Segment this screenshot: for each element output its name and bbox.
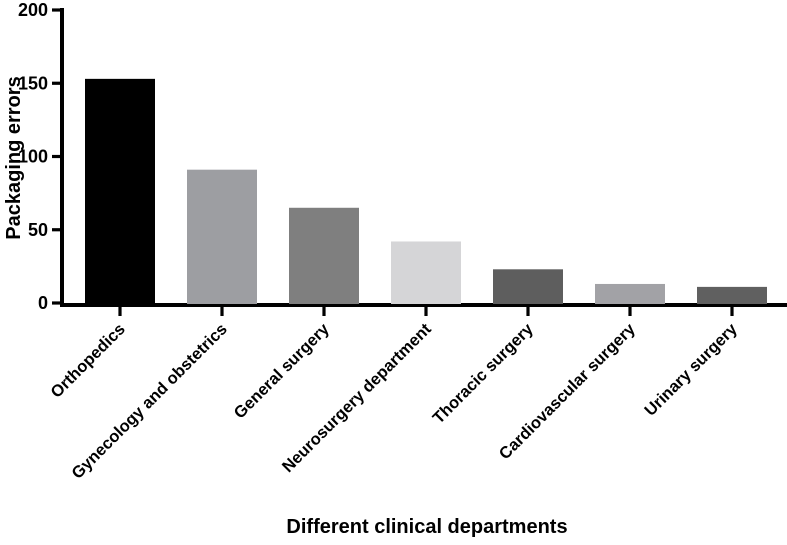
bar [187,169,257,304]
x-axis-title: Different clinical departments [286,516,567,538]
y-axis-title: Packaging errors [3,76,25,239]
bar [595,283,665,304]
y-tick-label: 0 [38,293,48,313]
bar [493,269,563,304]
y-tick-label: 50 [28,220,48,240]
y-tick-label: 200 [18,0,48,20]
y-tick-label: 150 [18,73,48,93]
bar [289,207,359,304]
y-tick-label: 100 [18,147,48,167]
bar [697,286,767,304]
bar [85,78,155,304]
bar [391,241,461,304]
